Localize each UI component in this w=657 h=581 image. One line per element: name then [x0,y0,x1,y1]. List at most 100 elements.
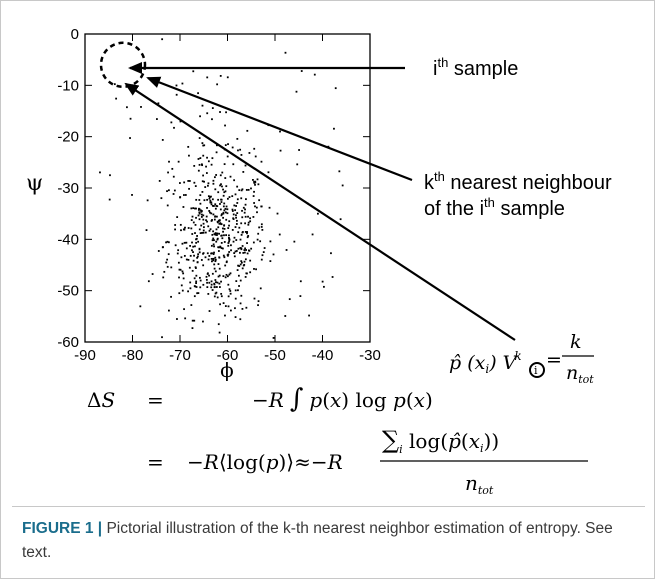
scatter-point [259,287,262,290]
scatter-point [229,290,232,292]
scatter-point [235,205,237,207]
scatter-point [177,261,180,264]
scatter-point [209,199,212,202]
scatter-point [196,256,199,259]
scatter-point [235,250,238,252]
scatter-point [212,230,215,233]
scatter-point [197,92,199,95]
scatter-point [334,87,337,90]
scatter-point [162,246,164,248]
scatter-point [225,111,227,114]
scatter-point [179,196,182,198]
scatter-point [213,205,215,207]
scatter-point [196,261,199,263]
scatter-point [227,254,229,257]
scatter-point [244,164,247,167]
scatter-point [201,142,204,145]
scatter-point [245,306,248,309]
scatter-point [192,245,195,248]
scatter-point [179,182,181,184]
scatter-point [221,171,224,174]
scatter-point [220,295,223,298]
scatter-point [207,160,210,163]
scatter-point [222,254,225,257]
scatter-point [255,268,257,271]
scatter-point [195,216,197,219]
scatter-point [211,107,214,109]
scatter-point [252,179,254,181]
scatter-point [220,183,222,186]
scatter-point [200,216,203,218]
scatter-point [198,228,201,231]
scatter-point [184,194,187,196]
scatter-point [217,263,220,265]
scatter-point [269,240,272,243]
scatter-point [225,234,228,237]
scatter-point [239,263,242,266]
scatter-point [308,314,310,317]
scatter-point [209,201,212,204]
scatter-point [146,199,149,202]
scatter-point [278,233,281,236]
scatter-point [240,233,243,236]
scatter-point [195,282,197,285]
scatter-point [232,213,235,216]
scatter-point [257,304,259,307]
scatter-point [299,295,302,297]
scatter-point [228,234,230,237]
scatter-point [233,252,236,254]
scatter-point [237,289,239,292]
scatter-point [197,292,200,294]
scatter-point [262,251,265,254]
scatter-point [199,115,201,118]
scatter-point [244,215,247,218]
scatter-point [199,202,202,205]
scatter-point [228,237,231,240]
scatter-point [198,251,201,254]
scatter-point [190,219,193,221]
scatter-point [245,189,248,191]
scatter-point [193,295,196,298]
scatter-point [225,218,228,221]
kth-label-line1: kth nearest neighbour [424,169,612,194]
scatter-point [250,247,253,250]
scatter-point [227,143,229,146]
scatter-point [244,276,247,278]
scatter-point [194,285,197,288]
scatter-point [200,224,203,227]
svg-text:=: = [546,349,562,371]
scatter-point [172,193,175,195]
scatter-point [190,207,193,210]
caption-separator [12,506,645,507]
scatter-point [241,267,244,270]
scatter-point [197,169,200,172]
scatter-point [234,289,237,292]
scatter-point [214,270,217,273]
y-tick-label: 0 [71,26,79,43]
scatter-point [213,245,215,248]
x-tick-label: -80 [122,347,144,364]
scatter-point [129,137,131,139]
scatter-point [131,84,134,87]
y-tick-label: -30 [57,180,79,197]
scatter-point [236,198,239,201]
scatter-point [151,273,154,275]
scatter-point [187,145,190,148]
scatter-point [223,163,226,166]
scatter-point [253,182,256,184]
scatter-point [170,295,172,298]
scatter-point [235,219,238,222]
scatter-point [249,217,252,220]
scatter-point [215,286,218,288]
scatter-point [233,204,236,207]
scatter-point [211,260,213,263]
scatter-point [213,286,216,289]
scatter-point [241,188,244,191]
scatter-point [176,318,178,320]
scatter-point [211,118,213,121]
scatter-point [214,233,217,236]
scatter-point [176,252,179,255]
scatter-point [213,251,215,254]
scatter-point [237,149,239,152]
